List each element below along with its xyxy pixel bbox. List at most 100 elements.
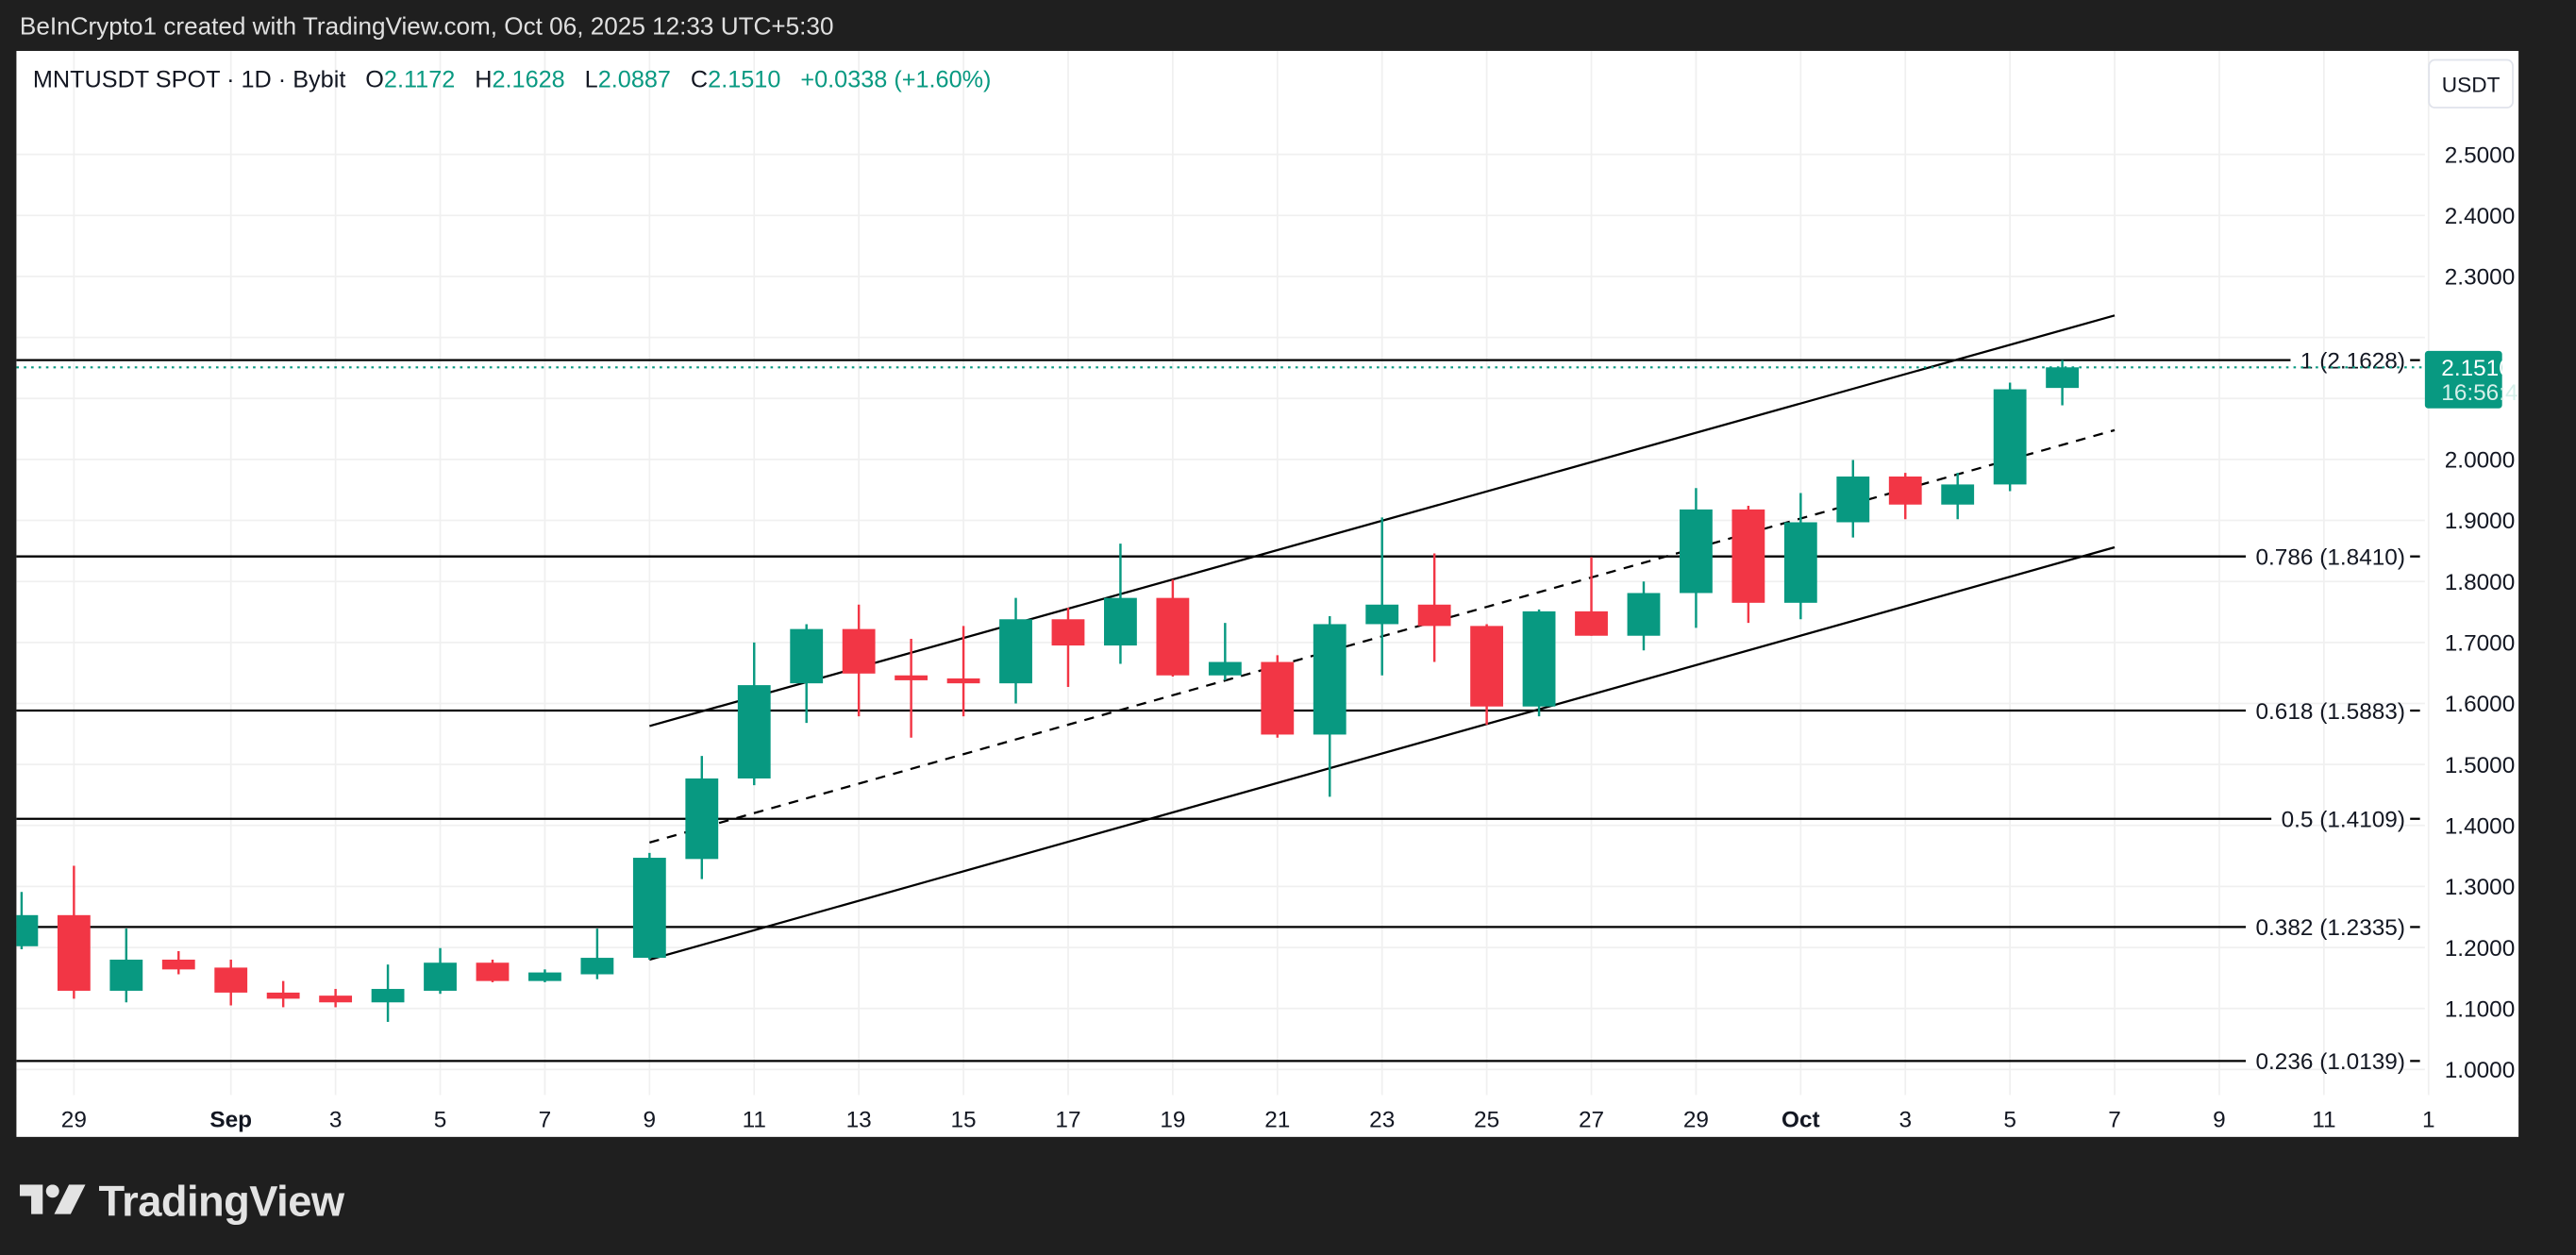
candle-body: [476, 962, 510, 981]
time-axis-label: 7: [539, 1107, 552, 1132]
time-axis-label: 5: [434, 1107, 447, 1132]
candle-bullish[interactable]: [16, 892, 39, 950]
candle-bullish[interactable]: [424, 947, 457, 995]
candle-bullish[interactable]: [1836, 460, 1870, 538]
candle-bullish[interactable]: [1313, 616, 1347, 797]
candle-body: [790, 628, 824, 684]
candle-bullish[interactable]: [1627, 581, 1661, 651]
price-axis-label: 1.3000: [2445, 875, 2516, 900]
candle-bullish[interactable]: [371, 964, 405, 1022]
candle-body: [1783, 522, 1817, 603]
candle-bullish[interactable]: [1680, 488, 1713, 628]
candle-bullish[interactable]: [528, 969, 561, 982]
tradingview-logo-text: TradingView: [98, 1176, 344, 1226]
candle-bullish[interactable]: [1993, 382, 2027, 492]
currency-unit-button[interactable]: USDT: [2428, 59, 2514, 109]
candle-bearish[interactable]: [946, 626, 980, 717]
candle-bullish[interactable]: [1522, 609, 1556, 717]
candle-body: [214, 967, 248, 993]
fib-level-label: 0.5 (1.4109): [2282, 807, 2405, 832]
fib-level-label: 1 (2.1628): [2300, 348, 2405, 374]
time-axis-label: 29: [1683, 1107, 1709, 1132]
candle-body: [737, 685, 771, 779]
time-axis-label: 7: [2108, 1107, 2121, 1132]
candle-body: [1417, 604, 1451, 627]
candle-bearish[interactable]: [895, 638, 928, 738]
candle-bullish[interactable]: [1208, 623, 1242, 680]
candle-body: [1575, 611, 1608, 636]
time-axis-label: 11: [2312, 1107, 2335, 1132]
candle-body: [1522, 611, 1556, 707]
candle-bearish[interactable]: [1156, 579, 1190, 678]
candle-bullish[interactable]: [999, 597, 1032, 704]
time-axis-label: Oct: [1781, 1107, 1820, 1132]
candle-body: [685, 778, 719, 860]
candle-bearish[interactable]: [1470, 624, 1504, 726]
chart-panel[interactable]: 1 (2.1628) 0.786 (1.8410) 0.618 (1.5883) 0.…: [16, 50, 2519, 1137]
candle-bearish[interactable]: [1051, 607, 1085, 688]
candle-bearish[interactable]: [161, 950, 195, 975]
candle-bearish[interactable]: [319, 989, 353, 1008]
candle-bullish[interactable]: [1783, 493, 1817, 620]
candle-body: [1104, 597, 1137, 646]
candle-bullish[interactable]: [632, 852, 666, 961]
price-axis-label: 1.6000: [2445, 692, 2516, 717]
candle-bearish[interactable]: [1731, 506, 1765, 624]
candle-bearish[interactable]: [1575, 557, 1608, 636]
candle-bullish[interactable]: [685, 756, 719, 879]
candle-bearish[interactable]: [842, 604, 876, 717]
fib-level-label: 0.786 (1.8410): [2256, 544, 2405, 570]
candle-body: [1993, 389, 2027, 485]
time-axis-label: 21: [1264, 1107, 1290, 1132]
price-axis-label: 1.4000: [2445, 813, 2516, 839]
price-axis-label: 2.0000: [2445, 448, 2516, 474]
time-axis-label: 3: [329, 1107, 343, 1132]
price-axis-label: 2.4000: [2445, 204, 2516, 229]
candle-body: [266, 992, 300, 999]
symbol-legend: MNTUSDT SPOT · 1D · Bybit O2.1172 H2.162…: [33, 67, 992, 93]
candle-body: [161, 960, 195, 970]
candle-bullish[interactable]: [1941, 473, 1975, 520]
candle-bullish[interactable]: [2046, 360, 2080, 406]
price-axis-label: 1.1000: [2445, 996, 2516, 1022]
price-axis-label: 1.2000: [2445, 936, 2516, 962]
price-axis-label: 1.5000: [2445, 753, 2516, 778]
price-axis-label: 1.0000: [2445, 1058, 2516, 1083]
candle-bearish[interactable]: [476, 960, 510, 982]
candle-body: [57, 914, 91, 991]
time-axis-label: 23: [1369, 1107, 1395, 1132]
candle-bearish[interactable]: [1888, 473, 1922, 520]
candle-bearish[interactable]: [214, 960, 248, 1006]
candle-bullish[interactable]: [1104, 544, 1137, 664]
candle-bullish[interactable]: [737, 642, 771, 786]
candle-body: [580, 958, 614, 975]
change-value: +0.0338 (+1.60%): [800, 67, 992, 94]
candle-body: [1836, 476, 1870, 523]
time-axis-label: 17: [1055, 1107, 1080, 1132]
time-axis-label: 9: [644, 1107, 657, 1132]
time-axis-label: 3: [1899, 1107, 1912, 1132]
candle-bullish[interactable]: [580, 929, 614, 979]
candle-body: [842, 628, 876, 674]
candle-bullish[interactable]: [1365, 517, 1399, 676]
candle-bearish[interactable]: [1417, 553, 1451, 662]
candle-bearish[interactable]: [266, 980, 300, 1008]
candle-body: [319, 996, 353, 1003]
price-axis-label: 2.5000: [2445, 142, 2516, 168]
candle-body: [946, 678, 980, 684]
candle-bullish[interactable]: [109, 929, 143, 1003]
last-price-value: 2.1510: [2441, 356, 2512, 381]
candlestick-chart[interactable]: 1 (2.1628) 0.786 (1.8410) 0.618 (1.5883) 0.…: [16, 50, 2518, 1137]
candle-bearish[interactable]: [1261, 655, 1295, 738]
last-price-countdown: 16:56:45: [2441, 380, 2518, 406]
candle-bullish[interactable]: [790, 624, 824, 724]
fib-level-label: 0.382 (1.2335): [2256, 915, 2405, 941]
last-price-tag-bg: [2424, 350, 2502, 409]
candle-body: [1208, 661, 1242, 676]
candle-body: [632, 858, 666, 959]
candle-bearish[interactable]: [57, 865, 91, 999]
tradingview-logo[interactable]: TradingView: [19, 1176, 344, 1228]
time-axis-label: 15: [951, 1107, 977, 1132]
high-label: H: [475, 67, 493, 94]
